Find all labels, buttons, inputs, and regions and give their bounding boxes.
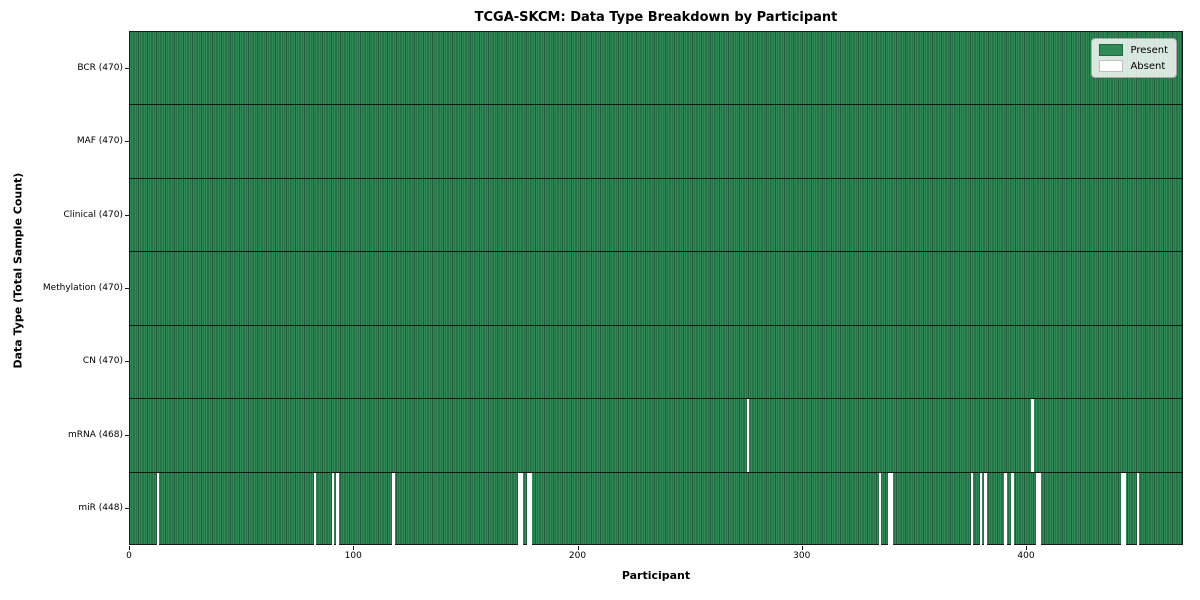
absent-mark-mir-390 <box>1004 472 1008 546</box>
absent-mark-mir-393 <box>1011 472 1014 546</box>
heatmap-row-methylation <box>130 252 1182 326</box>
x-tick-mark <box>353 546 355 550</box>
y-axis-title: Data Type (Total Sample Count) <box>11 172 25 369</box>
x-tick-mark <box>129 546 130 550</box>
absent-swatch-icon <box>1099 60 1124 72</box>
x-tick-mark <box>577 546 579 550</box>
y-tick-mark <box>125 67 129 69</box>
heatmap-row-clinical <box>130 179 1182 253</box>
absent-mark-mir-375 <box>970 472 974 546</box>
absent-mark-mir-12 <box>156 472 160 546</box>
x-axis-title: Participant <box>621 569 691 582</box>
absent-mark-mir-174 <box>520 472 523 546</box>
legend-label-absent: Absent <box>1130 60 1166 72</box>
legend-label-present: Present <box>1130 44 1168 56</box>
y-tick-label-bcr: BCR (470) <box>77 62 123 73</box>
heatmap-row-mrna <box>130 399 1182 473</box>
y-tick-mark <box>125 434 129 436</box>
absent-mark-mir-117 <box>392 472 395 546</box>
x-tick-label-300: 300 <box>793 551 811 561</box>
y-tick-mark <box>125 141 129 143</box>
absent-mark-mir-381 <box>984 472 987 546</box>
absent-mark-mrna-402 <box>1031 399 1034 472</box>
absent-mark-mir-404 <box>1035 472 1039 546</box>
x-tick-label-0: 0 <box>126 551 132 561</box>
plot-area <box>129 31 1183 546</box>
absent-mark-mir-338 <box>887 472 891 546</box>
y-tick-mark <box>125 214 129 216</box>
absent-mark-mir-177 <box>526 472 530 546</box>
y-tick-label-mir: miR (448) <box>78 503 123 514</box>
y-tick-mark <box>125 361 129 363</box>
y-tick-mark <box>125 288 129 289</box>
absent-mark-mir-82 <box>313 472 317 546</box>
absent-mark-mir-92 <box>336 472 339 546</box>
absent-mark-mir-449 <box>1136 472 1140 546</box>
absent-mark-mir-90 <box>331 472 335 546</box>
x-tick-label-400: 400 <box>1017 551 1035 561</box>
x-tick-mark <box>801 546 803 550</box>
absent-mark-mir-405 <box>1038 472 1041 546</box>
absent-mark-mir-379 <box>979 472 983 546</box>
absent-mark-mir-442 <box>1121 472 1124 546</box>
y-tick-label-cn: CN (470) <box>82 356 123 367</box>
present-swatch-icon <box>1099 44 1124 56</box>
legend-entry-absent: Absent <box>1099 60 1168 72</box>
y-tick-mark <box>125 508 129 510</box>
y-tick-label-maf: MAF (470) <box>76 136 123 147</box>
legend-entry-present: Present <box>1099 44 1168 56</box>
heatmap-row-maf <box>130 105 1182 179</box>
x-tick-label-100: 100 <box>344 551 362 561</box>
x-tick-mark <box>1026 546 1028 550</box>
heatmap-row-cn <box>130 326 1182 400</box>
absent-mark-mir-178 <box>528 472 532 546</box>
absent-mark-mir-173 <box>517 472 521 546</box>
absent-mark-mir-339 <box>890 472 893 546</box>
absent-mark-mrna-275 <box>746 399 750 472</box>
absent-mark-mir-443 <box>1123 472 1126 546</box>
y-tick-label-methylation: Methylation (470) <box>42 283 123 293</box>
heatmap-row-mir <box>130 472 1182 546</box>
legend: Present Absent <box>1091 38 1177 78</box>
x-tick-label-200: 200 <box>568 551 587 561</box>
absent-mark-mir-334 <box>878 472 882 546</box>
heatmap-row-bcr <box>130 32 1182 106</box>
chart-title: TCGA-SKCM: Data Type Breakdown by Partic… <box>474 10 838 25</box>
y-tick-label-clinical: Clinical (470) <box>63 209 123 220</box>
y-tick-label-mrna: mRNA (468) <box>68 429 123 440</box>
